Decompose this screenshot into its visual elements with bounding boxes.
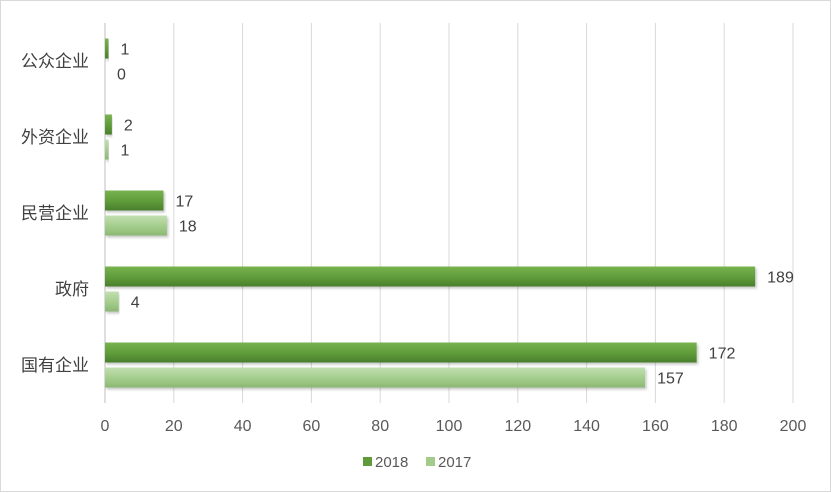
data-label: 1 — [120, 143, 129, 160]
bar-2017 — [105, 215, 167, 236]
legend-swatch-2018 — [363, 457, 372, 466]
x-tick-label: 60 — [303, 418, 321, 435]
legend-swatch-2017 — [426, 457, 435, 466]
bar-2017 — [105, 139, 109, 160]
data-label: 17 — [175, 194, 193, 211]
x-tick-label: 160 — [642, 418, 669, 435]
bar-2018 — [105, 342, 697, 363]
bar-2017 — [105, 291, 119, 312]
legend-label-2017: 2017 — [438, 454, 471, 471]
data-label: 4 — [131, 295, 140, 312]
x-tick-label: 120 — [504, 418, 531, 435]
data-label: 2 — [124, 118, 133, 135]
category-label: 国有企业 — [21, 356, 89, 376]
data-label: 189 — [767, 270, 794, 287]
x-tick-label: 100 — [436, 418, 463, 435]
x-tick-label: 80 — [371, 418, 389, 435]
legend-label-2018: 2018 — [375, 454, 408, 471]
bar-2017 — [105, 367, 646, 388]
x-tick-label: 0 — [101, 418, 110, 435]
data-label: 157 — [657, 371, 684, 388]
category-label: 政府 — [55, 280, 89, 300]
x-tick-label: 40 — [234, 418, 252, 435]
x-tick-label: 140 — [573, 418, 600, 435]
bar-2018 — [105, 266, 756, 287]
category-label: 外资企业 — [21, 128, 89, 148]
data-label: 172 — [709, 346, 736, 363]
x-tick-label: 200 — [780, 418, 807, 435]
x-tick-label: 20 — [165, 418, 183, 435]
category-label: 公众企业 — [21, 52, 89, 72]
bar-2018 — [105, 38, 109, 59]
data-label: 1 — [120, 42, 129, 59]
bar-2018 — [105, 190, 164, 211]
category-label: 民营企业 — [21, 204, 89, 224]
data-label: 18 — [179, 219, 197, 236]
bar-2018 — [105, 114, 112, 135]
legend: 2018 2017 — [363, 454, 471, 471]
data-label: 0 — [117, 67, 126, 84]
x-tick-label: 180 — [711, 418, 738, 435]
